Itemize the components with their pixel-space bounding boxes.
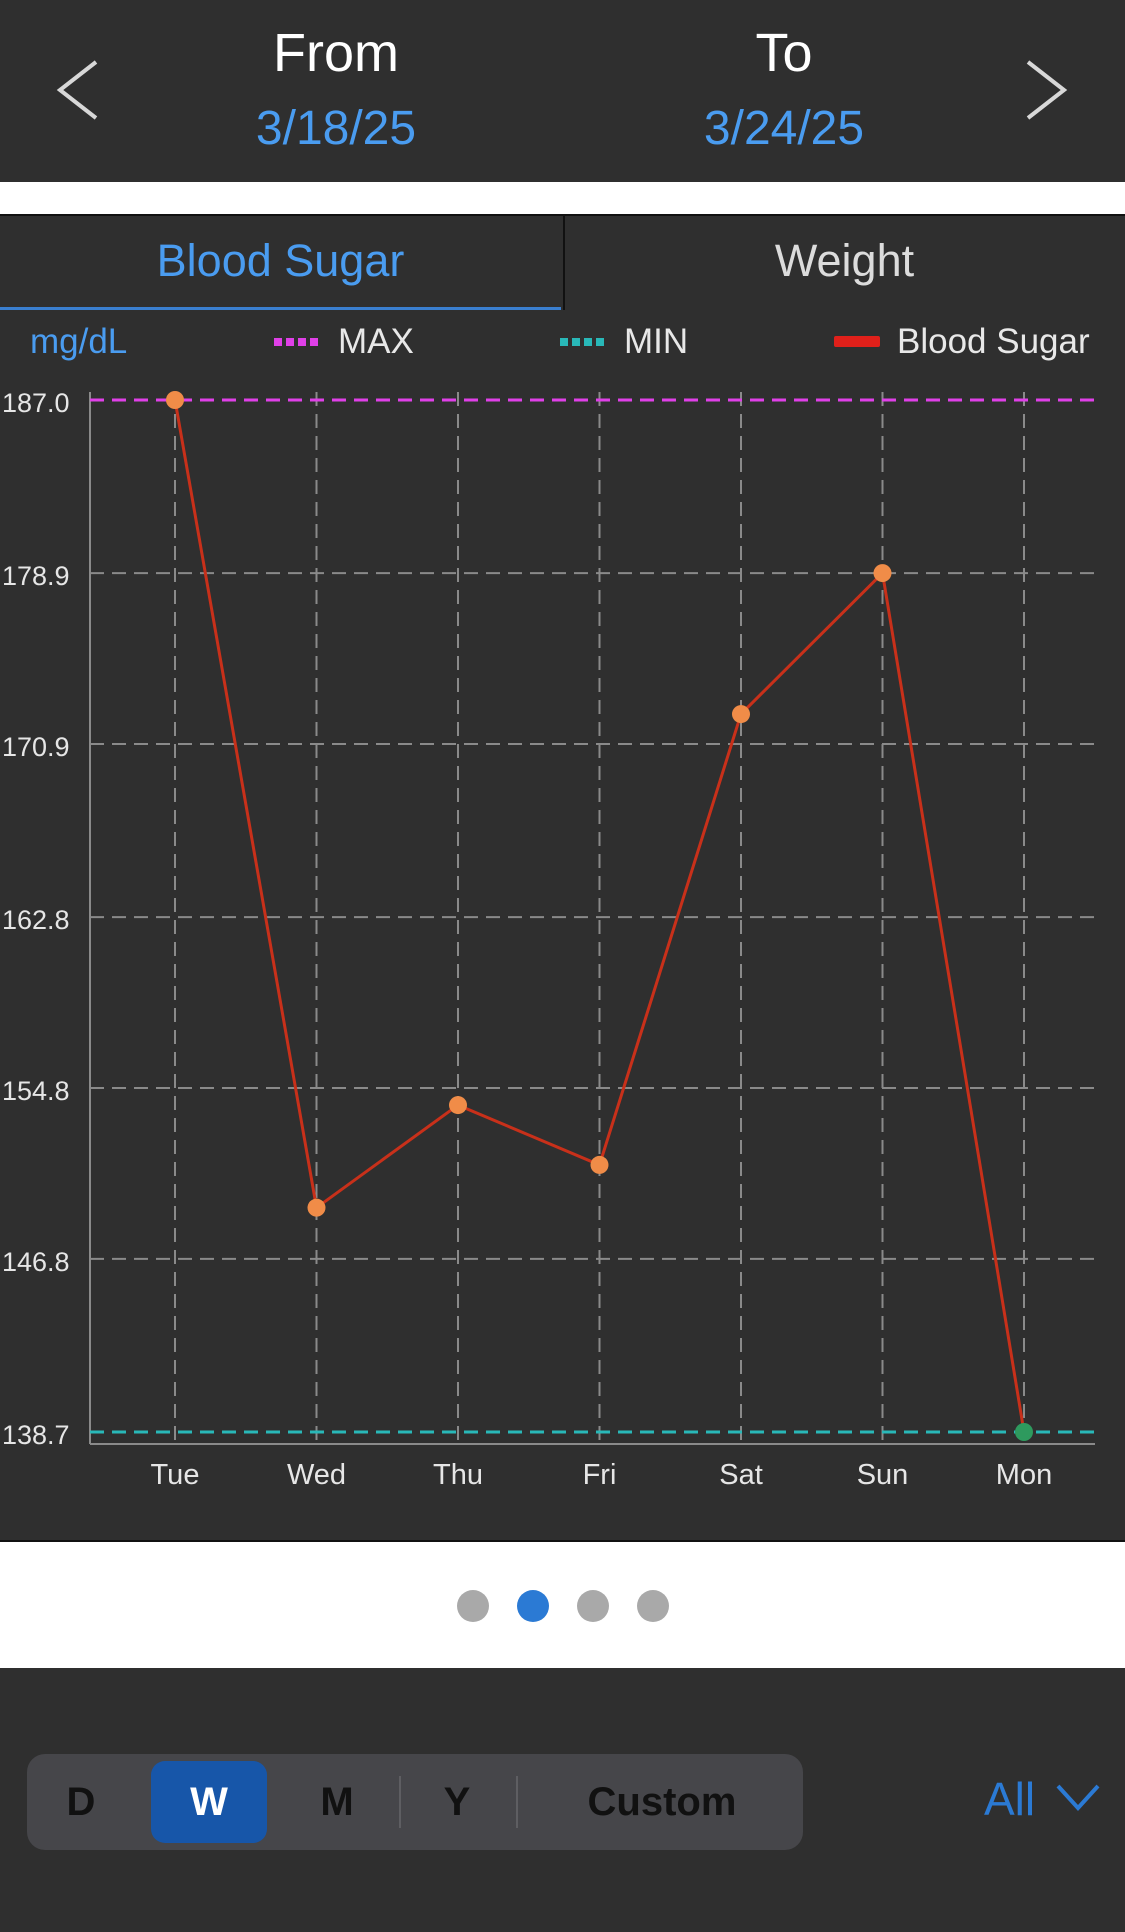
range-week-button[interactable]: W [151,1761,267,1843]
x-tick-label: Thu [433,1459,483,1491]
metric-tabs: Blood Sugar Weight [0,214,1125,314]
x-tick-label: Wed [287,1459,346,1491]
tab-weight[interactable]: Weight [563,216,1124,310]
page-dot-2[interactable] [517,1590,549,1622]
range-month-button[interactable]: M [320,1780,354,1824]
range-selector: D W M Y Custom [27,1754,803,1850]
tab-blood-sugar[interactable]: Blood Sugar [0,216,561,310]
range-year-button[interactable]: Y [443,1780,471,1824]
range-custom-button[interactable]: Custom [587,1780,737,1824]
chevron-down-icon [1056,1784,1100,1811]
data-point [732,705,750,724]
filter-dropdown[interactable]: All [984,1772,1100,1826]
data-point [590,1155,609,1174]
from-date-value[interactable]: 3/18/25 [255,102,417,155]
page-dot-4[interactable] [637,1590,669,1622]
x-tick-label: Sat [719,1459,763,1491]
y-tick-label: 178.9 [2,561,70,591]
from-date[interactable]: From 3/18/25 [186,0,486,158]
data-point [873,564,892,583]
x-tick-label: Fri [583,1459,617,1491]
y-tick-label: 162.8 [2,905,70,935]
y-tick-label: 154.8 [2,1076,70,1106]
x-tick-label: Tue [151,1459,200,1491]
min-legend-swatch [560,338,606,346]
data-point [449,1096,467,1115]
date-range-header: From 3/18/25 To 3/24/25 [0,0,1125,182]
y-tick-label: 187.0 [2,388,70,418]
to-date-value[interactable]: 3/24/25 [703,102,865,155]
chart-legend: mg/dL MAX MIN Blood Sugar [0,312,1125,372]
y-tick-label: 146.8 [2,1247,70,1277]
y-tick-label: 138.7 [2,1420,70,1450]
max-legend-swatch [274,338,320,346]
data-point [166,391,184,409]
x-tick-label: Mon [996,1459,1052,1491]
next-range-button[interactable] [1018,50,1078,130]
to-label: To [755,23,813,83]
max-legend-label: MAX [338,322,414,361]
segment-divider [399,1776,401,1828]
chevron-left-icon [56,60,98,120]
series-legend-label: Blood Sugar [897,322,1090,361]
series-legend-swatch [834,336,880,347]
chevron-right-icon [1026,60,1068,120]
unit-label: mg/dL [30,322,128,361]
min-legend-label: MIN [624,322,689,361]
x-tick-label: Sun [857,1459,909,1491]
previous-range-button[interactable] [52,50,112,130]
from-label: From [273,23,399,83]
blood-sugar-chart: 187.0 178.9 170.9 162.8 154.8 146.8 138.7 Tue We… [2,388,1095,1491]
page-dot-3[interactable] [577,1590,609,1622]
chart-panel: 187.0 178.9 170.9 162.8 154.8 146.8 138.7 Tue We… [0,312,1125,1542]
data-point [307,1198,326,1217]
page-indicator [0,1542,1125,1668]
segment-divider [516,1776,518,1828]
range-day-button[interactable]: D [66,1780,96,1824]
data-point [1015,1423,1033,1441]
bottom-toolbar: D W M Y Custom All [0,1668,1125,1932]
y-tick-label: 170.9 [2,732,70,762]
to-date[interactable]: To 3/24/25 [634,0,934,158]
filter-label: All [984,1773,1036,1825]
page-dot-1[interactable] [457,1590,489,1622]
